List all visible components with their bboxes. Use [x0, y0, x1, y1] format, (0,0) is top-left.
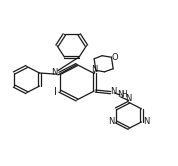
Text: N: N	[143, 117, 149, 126]
Text: N: N	[91, 65, 97, 74]
Text: N: N	[110, 87, 116, 96]
Text: N: N	[125, 94, 132, 103]
Text: N: N	[117, 90, 124, 99]
Text: N: N	[52, 68, 58, 77]
Text: N: N	[109, 117, 115, 126]
Text: H: H	[121, 90, 127, 99]
Text: I: I	[54, 87, 57, 97]
Text: O: O	[111, 53, 118, 62]
